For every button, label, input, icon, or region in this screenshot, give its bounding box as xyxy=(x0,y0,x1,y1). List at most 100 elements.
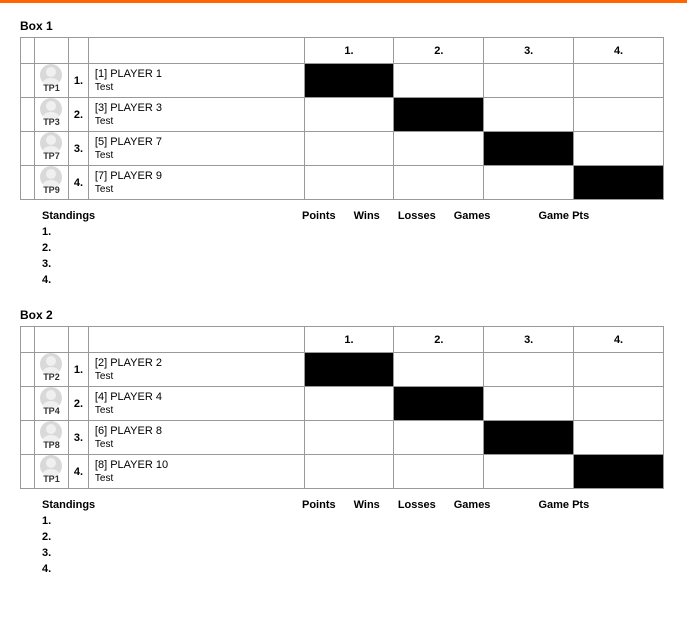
standings-left: Standings1.2.3.4. xyxy=(42,210,302,288)
column-header: 1. xyxy=(304,38,394,64)
match-cell xyxy=(394,353,484,387)
player-name: [7] PLAYER 9 xyxy=(95,170,298,183)
column-header: 2. xyxy=(394,327,484,353)
player-row: TP42.[4] PLAYER 4Test xyxy=(21,387,664,421)
avatar-wrap: TP2 xyxy=(35,353,68,386)
match-cell xyxy=(484,166,574,200)
standings-header: Standings xyxy=(42,210,302,222)
avatar-wrap: TP7 xyxy=(35,132,68,165)
row-spacer xyxy=(21,353,35,387)
player-name: [1] PLAYER 1 xyxy=(95,68,298,81)
player-sub: Test xyxy=(95,404,298,417)
standings-col-header: Wins xyxy=(354,499,380,577)
match-cell xyxy=(304,421,394,455)
player-row: TP11.[1] PLAYER 1Test xyxy=(21,64,664,98)
match-cell xyxy=(484,64,574,98)
row-spacer xyxy=(21,132,35,166)
box-table: 1.2.3.4.TP11.[1] PLAYER 1TestTP32.[3] PL… xyxy=(20,37,664,200)
player-name: [5] PLAYER 7 xyxy=(95,136,298,149)
match-cell xyxy=(574,98,664,132)
player-row: TP21.[2] PLAYER 2Test xyxy=(21,353,664,387)
player-sub: Test xyxy=(95,370,298,383)
row-spacer xyxy=(21,421,35,455)
standings-cols: PointsWinsLossesGamesGame Pts xyxy=(302,499,607,577)
avatar-cell: TP9 xyxy=(34,166,68,200)
row-spacer xyxy=(21,387,35,421)
box-title: Box 1 xyxy=(20,19,667,33)
match-cell xyxy=(484,353,574,387)
tp-label: TP3 xyxy=(43,118,60,127)
box-section: Box 21.2.3.4.TP21.[2] PLAYER 2TestTP42.[… xyxy=(20,308,667,577)
match-cell xyxy=(304,455,394,489)
player-rank: 1. xyxy=(68,353,88,387)
avatar-cell: TP1 xyxy=(34,64,68,98)
row-spacer xyxy=(21,64,35,98)
player-cell: [6] PLAYER 8Test xyxy=(88,421,304,455)
avatar-cell: TP7 xyxy=(34,132,68,166)
standings-col-header: Game Pts xyxy=(538,499,589,577)
match-cell xyxy=(394,421,484,455)
header-avatar-spacer xyxy=(34,38,68,64)
player-sub: Test xyxy=(95,438,298,451)
match-cell xyxy=(394,387,484,421)
avatar-wrap: TP3 xyxy=(35,98,68,131)
header-avatar-spacer xyxy=(34,327,68,353)
match-cell xyxy=(574,353,664,387)
player-cell: [3] PLAYER 3Test xyxy=(88,98,304,132)
avatar-wrap: TP9 xyxy=(35,166,68,199)
player-rank: 1. xyxy=(68,64,88,98)
standings-rank: 1. xyxy=(42,224,302,240)
column-header: 2. xyxy=(394,38,484,64)
match-cell xyxy=(574,455,664,489)
standings-rank: 3. xyxy=(42,545,302,561)
match-cell xyxy=(394,166,484,200)
player-name: [4] PLAYER 4 xyxy=(95,391,298,404)
match-cell xyxy=(574,132,664,166)
header-spacer xyxy=(21,327,35,353)
match-cell xyxy=(304,353,394,387)
match-cell xyxy=(484,98,574,132)
match-cell xyxy=(304,64,394,98)
player-row: TP14.[8] PLAYER 10Test xyxy=(21,455,664,489)
match-cell xyxy=(484,387,574,421)
avatar-cell: TP1 xyxy=(34,455,68,489)
tp-label: TP7 xyxy=(43,152,60,161)
avatar-cell: TP4 xyxy=(34,387,68,421)
match-cell xyxy=(394,455,484,489)
player-rank: 2. xyxy=(68,98,88,132)
avatar-cell: TP2 xyxy=(34,353,68,387)
player-sub: Test xyxy=(95,115,298,128)
tp-label: TP9 xyxy=(43,186,60,195)
header-player-spacer xyxy=(88,327,304,353)
match-cell xyxy=(484,132,574,166)
avatar-wrap: TP8 xyxy=(35,421,68,454)
standings-rank: 3. xyxy=(42,256,302,272)
match-cell xyxy=(304,98,394,132)
standings-col-header: Games xyxy=(454,210,491,288)
player-sub: Test xyxy=(95,183,298,196)
row-spacer xyxy=(21,166,35,200)
standings-area: Standings1.2.3.4.PointsWinsLossesGamesGa… xyxy=(20,499,667,577)
tp-label: TP1 xyxy=(43,84,60,93)
match-cell xyxy=(394,64,484,98)
tp-label: TP2 xyxy=(43,373,60,382)
standings-col-header: Game Pts xyxy=(538,210,589,288)
box-table: 1.2.3.4.TP21.[2] PLAYER 2TestTP42.[4] PL… xyxy=(20,326,664,489)
standings-rank: 1. xyxy=(42,513,302,529)
player-cell: [5] PLAYER 7Test xyxy=(88,132,304,166)
row-spacer xyxy=(21,98,35,132)
player-name: [8] PLAYER 10 xyxy=(95,459,298,472)
player-name: [3] PLAYER 3 xyxy=(95,102,298,115)
standings-col-header: Losses xyxy=(398,499,436,577)
standings-rank: 2. xyxy=(42,240,302,256)
player-row: TP94.[7] PLAYER 9Test xyxy=(21,166,664,200)
standings-rank: 2. xyxy=(42,529,302,545)
player-row: TP83.[6] PLAYER 8Test xyxy=(21,421,664,455)
standings-col-header: Losses xyxy=(398,210,436,288)
column-header: 4. xyxy=(574,327,664,353)
box-header-row: 1.2.3.4. xyxy=(21,38,664,64)
match-cell xyxy=(304,132,394,166)
player-cell: [8] PLAYER 10Test xyxy=(88,455,304,489)
header-player-spacer xyxy=(88,38,304,64)
standings-rank: 4. xyxy=(42,561,302,577)
